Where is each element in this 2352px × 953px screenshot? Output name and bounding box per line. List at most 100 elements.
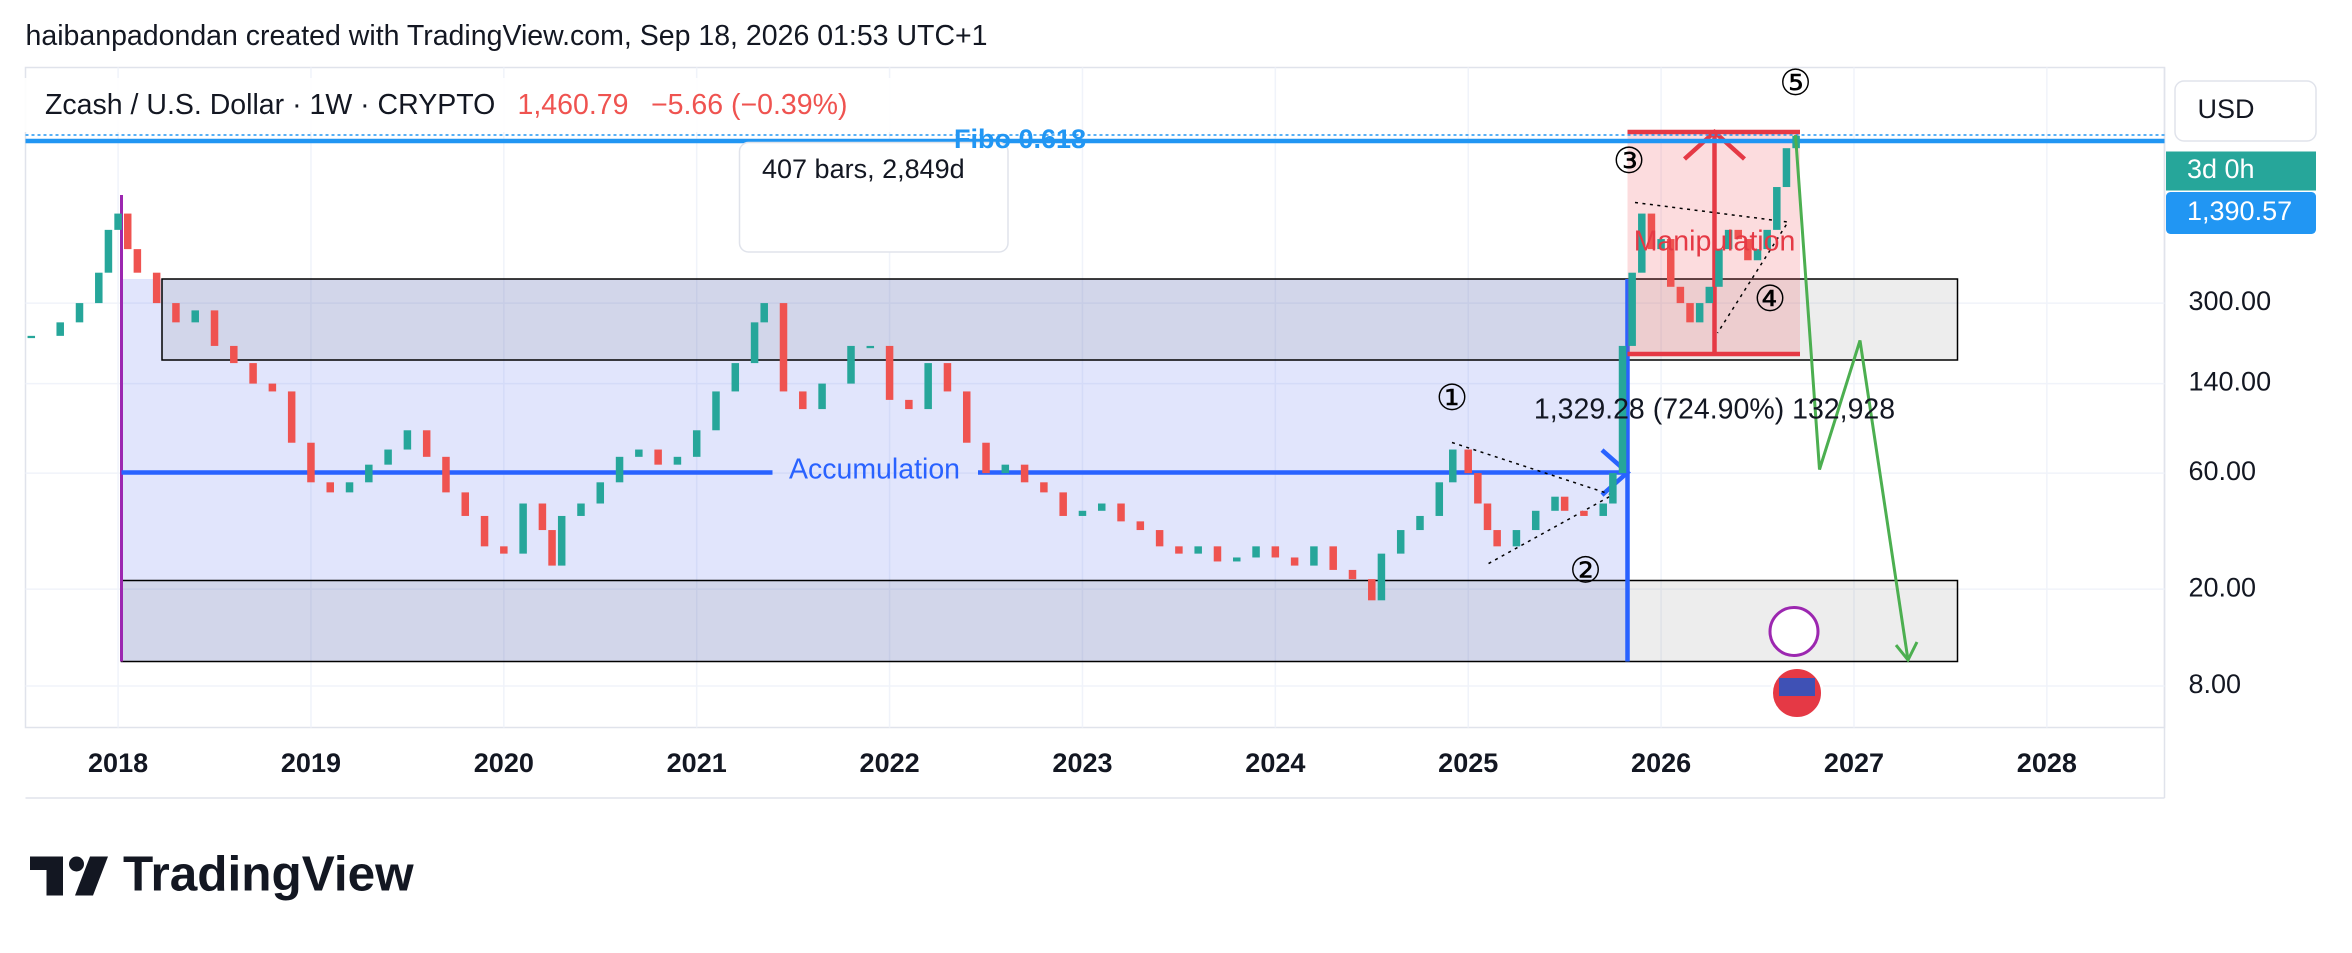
- candle: [1512, 530, 1521, 547]
- candle: [249, 363, 257, 384]
- candle: [1416, 515, 1424, 531]
- candle: [1252, 546, 1260, 558]
- y-tick-label: 8.00: [2189, 669, 2242, 699]
- candle: [548, 530, 556, 566]
- x-tick-label: 2025: [1438, 748, 1498, 778]
- change: −5.66 (−0.39%): [651, 89, 847, 121]
- candle: [1290, 557, 1299, 566]
- candle: [712, 391, 720, 431]
- range-label: 1,329.28 (724.90%) 132,928: [1534, 394, 1895, 426]
- candle: [1628, 272, 1636, 346]
- candle: [1686, 303, 1694, 323]
- event-icon[interactable]: [1768, 606, 1820, 658]
- candle: [519, 503, 527, 554]
- tooltip-text: 407 bars, 2,849d: [762, 154, 965, 184]
- candle: [1531, 510, 1540, 531]
- candle: [1233, 557, 1241, 562]
- candle: [442, 456, 450, 493]
- candle: [403, 430, 412, 450]
- candle: [1483, 503, 1492, 531]
- candle: [268, 383, 277, 392]
- candle: [210, 310, 219, 346]
- candle: [152, 272, 161, 304]
- candle: [1560, 496, 1569, 511]
- y-tick-label: 60.00: [2189, 456, 2257, 486]
- candle: [133, 249, 142, 273]
- candle: [104, 229, 113, 273]
- candle: [345, 482, 354, 493]
- x-tick-label: 2023: [1052, 748, 1112, 778]
- last-price: 1,390.57: [2187, 196, 2292, 226]
- y-tick-label: 140.00: [2189, 367, 2272, 397]
- x-tick-label: 2027: [1824, 748, 1884, 778]
- candle: [1377, 553, 1386, 601]
- candle: [982, 442, 990, 474]
- candle: [1609, 473, 1617, 504]
- candle: [1449, 449, 1457, 483]
- candle: [191, 310, 199, 323]
- candle: [1666, 239, 1675, 287]
- candle: [1493, 530, 1501, 547]
- candle: [577, 503, 585, 516]
- candle: [75, 303, 84, 323]
- currency[interactable]: USD: [2198, 94, 2255, 124]
- candle: [1040, 482, 1048, 493]
- price-badge: [2166, 192, 2316, 235]
- candle: [673, 456, 682, 465]
- candle: [56, 322, 64, 336]
- candle: [1078, 510, 1087, 516]
- candle: [962, 391, 971, 443]
- wave-label: ②: [1569, 550, 1601, 591]
- tooltip: [738, 141, 1009, 253]
- candle: [1715, 249, 1723, 287]
- candle: [461, 492, 470, 516]
- logo-part: [75, 856, 108, 896]
- candle: [760, 303, 768, 323]
- candle: [779, 303, 788, 392]
- candle: [1396, 530, 1405, 554]
- candle: [750, 322, 759, 364]
- candle: [615, 456, 624, 483]
- candle: [818, 383, 826, 410]
- candle: [1753, 249, 1762, 261]
- wave-label: ⑤: [1779, 62, 1811, 103]
- candle: [692, 430, 701, 457]
- candles: [27, 135, 1800, 601]
- support-box: [120, 579, 1959, 663]
- candle: [1348, 569, 1357, 580]
- wave-label: ④: [1754, 278, 1786, 319]
- candle: [27, 335, 36, 339]
- candle: [635, 449, 643, 457]
- legend-bg: [21, 78, 891, 133]
- currency-button[interactable]: [2174, 80, 2317, 142]
- projection: [1794, 134, 1910, 661]
- candle: [1551, 496, 1559, 511]
- candle: [1435, 482, 1444, 516]
- candle: [500, 546, 508, 554]
- candle: [95, 272, 103, 304]
- candle: [1734, 229, 1742, 240]
- x-tick-label: 2019: [281, 748, 341, 778]
- candle: [422, 430, 431, 457]
- price: 1,460.79: [518, 89, 629, 121]
- candle: [799, 391, 807, 410]
- candle: [905, 399, 913, 410]
- fibo-label: Fibo 0.618: [954, 124, 1086, 154]
- x-tick-label: 2022: [860, 748, 920, 778]
- candle: [847, 345, 855, 384]
- logo-part: [69, 856, 84, 872]
- flag-canton: [1779, 678, 1815, 697]
- x-tick-label: 2018: [88, 748, 148, 778]
- x-tick-label: 2026: [1631, 748, 1691, 778]
- triangle: [1634, 201, 1790, 334]
- symbol: Zcash / U.S. Dollar · 1W · CRYPTO: [45, 89, 495, 121]
- candle: [1155, 530, 1164, 547]
- candle: [924, 363, 932, 410]
- credit: haibanpadondan created with TradingView.…: [26, 20, 988, 52]
- candle: [114, 213, 122, 230]
- candle: [1657, 239, 1665, 250]
- candle: [1618, 345, 1627, 474]
- x-tick-label: 2021: [667, 748, 727, 778]
- x-tick-label: 2024: [1245, 748, 1305, 778]
